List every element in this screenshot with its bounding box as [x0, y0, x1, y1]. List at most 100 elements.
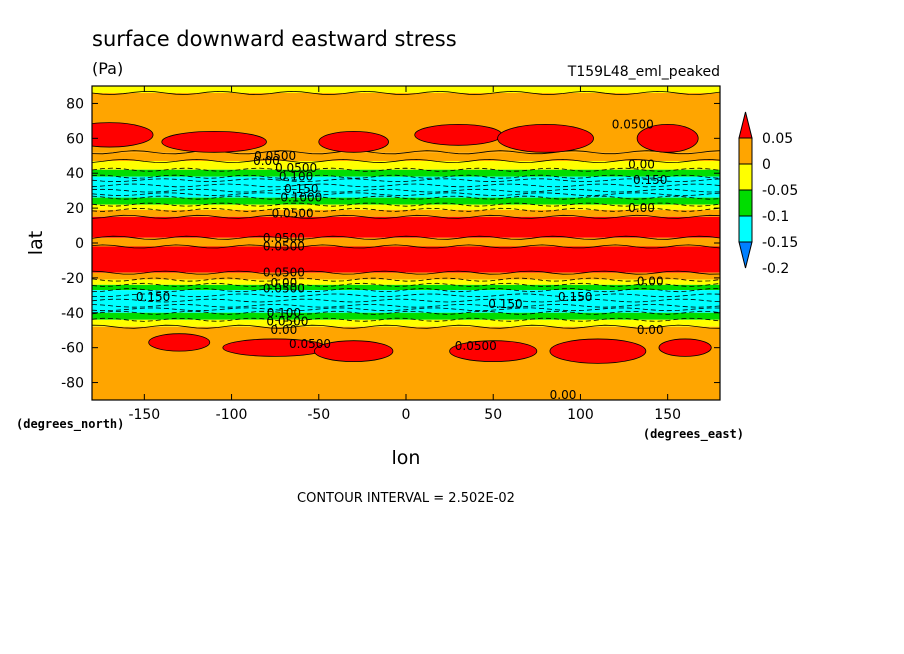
contour-label-9: 0.150 [633, 173, 667, 187]
contour-label-8: 0.00 [628, 158, 655, 172]
contour-line-9 [92, 235, 720, 240]
contour-line-4 [92, 174, 720, 179]
colorbar-label-3: -0.1 [762, 209, 789, 225]
contour-line-14 [92, 288, 720, 293]
x-axis-title: lon [392, 447, 421, 469]
jet-contour-1-3 [92, 307, 720, 312]
band-13 [92, 279, 720, 285]
x-tick-label-0: -150 [128, 407, 160, 423]
colorbar-bin-3 [738, 189, 753, 217]
stress-max-patch-8 [314, 340, 394, 363]
colorbar-label-0: 0.05 [762, 131, 793, 147]
contour-line-12 [92, 277, 720, 282]
contour-label-20: 0.100 [267, 306, 301, 320]
x-tick-label-6: 150 [654, 407, 681, 423]
contour-line-2 [92, 158, 720, 163]
dataset-label: T159L48_eml_peaked [567, 64, 720, 80]
contour-line-5 [92, 195, 720, 200]
stress-max-patch-9 [449, 340, 538, 363]
contour-field [92, 86, 720, 400]
band-15 [92, 290, 720, 313]
contour-label-16: 0.150 [136, 290, 170, 304]
contour-label-2: 0.00 [253, 154, 280, 168]
stress-max-patch-1 [161, 130, 267, 153]
y-axis-title: lat [25, 231, 47, 255]
y-tick-label-3: -20 [61, 271, 84, 287]
band-7 [92, 204, 720, 210]
band-9 [92, 216, 720, 238]
band-16 [92, 312, 720, 320]
contour-label-0: 0.0500 [612, 117, 654, 131]
contour-label-26: 0.00 [550, 388, 577, 402]
colorbar-bin-4 [738, 215, 753, 243]
band-14 [92, 284, 720, 291]
y-tick-label-2: -40 [61, 306, 84, 322]
y-tick-label-8: 80 [66, 96, 84, 112]
contour-line-11 [92, 270, 720, 275]
band-17 [92, 319, 720, 327]
band-8 [92, 209, 720, 217]
contour-label-15: 0.0500 [263, 281, 305, 295]
band-2 [92, 152, 720, 162]
stress-max-patch-5 [636, 123, 699, 153]
contour-label-21: 0.0500 [266, 315, 308, 329]
x-axis-units: (degrees_east) [643, 427, 744, 442]
stress-max-patch-2 [318, 130, 389, 153]
contour-line-0 [92, 90, 720, 95]
jet-contour-0-0 [92, 178, 720, 183]
contour-label-13: 0.0500 [263, 266, 305, 280]
y-tick-label-5: 20 [66, 201, 84, 217]
contour-line-8 [92, 214, 720, 219]
x-tick-label-2: -50 [307, 407, 330, 423]
colorbar-arrow-top [738, 111, 753, 139]
colorbar: 0.05 0 -0.05 -0.1 -0.15 -0.2 [738, 111, 798, 277]
contour-label-6: 0.1000 [280, 191, 322, 205]
contour-label-7: 0.0500 [272, 206, 314, 220]
contour-label-18: 0.150 [558, 290, 592, 304]
band-3 [92, 161, 720, 170]
contour-label-22: 0.00 [271, 323, 298, 337]
contour-label-14: 0.00 [271, 276, 298, 290]
contour-line-15 [92, 310, 720, 315]
contour-line-6 [92, 202, 720, 207]
y-tick-label-1: -60 [61, 341, 84, 357]
chart-title: surface downward eastward stress [92, 27, 457, 51]
contour-label-12: 0.0500 [263, 239, 305, 253]
colorbar-arrow-bottom [738, 241, 753, 269]
contour-label-1: 0.0500 [254, 149, 296, 163]
x-tick-label-3: 0 [402, 407, 411, 423]
jet-contour-1-0 [92, 293, 720, 298]
colorbar-bin-1 [738, 137, 753, 165]
colorbar-bin-2 [738, 163, 753, 191]
stress-max-patch-11 [658, 338, 712, 357]
x-axis: -150 -100 -50 0 50 100 150 [128, 86, 681, 423]
colorbar-label-1: 0 [762, 157, 771, 173]
band-6 [92, 197, 720, 205]
jet-contour-1-2 [92, 304, 720, 308]
contour-line-17 [92, 324, 720, 329]
contour-line-13 [92, 282, 720, 287]
stress-max-patch-4 [497, 123, 594, 153]
x-tick-label-4: 50 [484, 407, 502, 423]
contour-interval-note: CONTOUR INTERVAL = 2.502E-02 [297, 491, 515, 506]
band-12 [92, 272, 720, 280]
stress-max-patch-6 [148, 333, 211, 352]
contour-label-10: 0.00 [628, 201, 655, 215]
contour-label-23: 0.00 [637, 323, 664, 337]
contour-label-19: 0.00 [637, 274, 664, 288]
band-10 [92, 237, 720, 247]
contour-label-3: 0.0500 [275, 161, 317, 175]
colorbar-label-2: -0.05 [762, 183, 798, 199]
stress-max-patch-0 [92, 122, 154, 148]
jet-contour-1-1 [92, 298, 720, 303]
contour-label-11: 0.0500 [263, 231, 305, 245]
band-4 [92, 169, 720, 177]
y-tick-label-6: 40 [66, 166, 84, 182]
band-11 [92, 246, 720, 273]
stress-max-patch-3 [414, 123, 503, 146]
contour-labels: 0.05000.05000.000.05000.1000.1500.10000.… [136, 117, 668, 402]
contour-line-3 [92, 167, 720, 172]
colorbar-label-4: -0.15 [762, 235, 798, 251]
contour-label-17: 0.150 [488, 297, 522, 311]
